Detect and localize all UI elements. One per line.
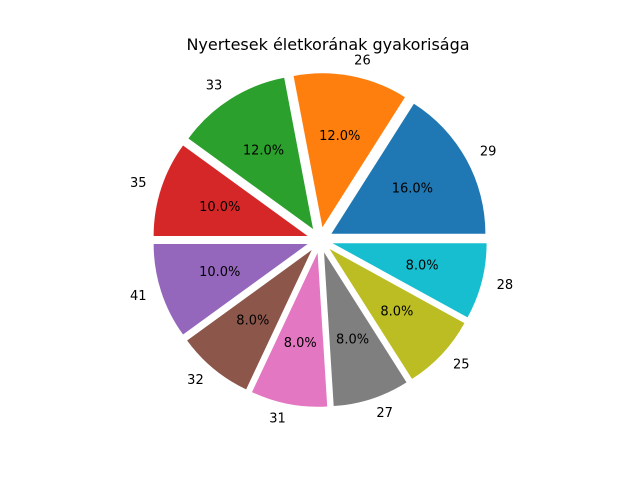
pie-slice-29 [331, 103, 486, 234]
pie-slice-33 [188, 77, 314, 230]
slice-category-label: 28 [497, 278, 514, 293]
slice-percent-label: 12.0% [319, 129, 360, 144]
slice-percent-label: 8.0% [380, 305, 413, 320]
slice-category-label: 33 [206, 78, 223, 93]
pie-slice-31 [251, 252, 328, 407]
pie-slices [153, 73, 487, 407]
slice-percent-label: 12.0% [243, 144, 284, 159]
slice-category-label: 31 [269, 412, 286, 427]
pie-slice-25 [329, 248, 465, 379]
slice-percent-label: 8.0% [406, 259, 439, 274]
slice-percent-label: 10.0% [199, 200, 240, 215]
slice-category-label: 29 [480, 145, 497, 160]
slice-category-label: 25 [453, 357, 470, 372]
pie-labels: 29 16.0% 26 12.0% 33 12.0% 35 10.0% 41 10.0% 32 8.0… [130, 53, 513, 426]
pie-slice-41 [153, 244, 308, 335]
slice-percent-label: 8.0% [336, 333, 369, 348]
slice-percent-label: 10.0% [199, 265, 240, 280]
slice-percent-label: 16.0% [392, 182, 433, 197]
slice-category-label: 35 [130, 176, 147, 191]
slice-category-label: 41 [130, 289, 147, 304]
pie-slice-35 [153, 145, 308, 236]
slice-percent-label: 8.0% [236, 314, 269, 329]
slice-percent-label: 8.0% [284, 336, 317, 351]
chart-title: Nyertesek életkorának gyakorisága [186, 35, 469, 54]
pie-slice-27 [324, 252, 407, 407]
slice-category-label: 26 [354, 53, 371, 68]
pie-slice-28 [332, 243, 487, 318]
slice-category-label: 32 [187, 373, 204, 388]
pie-slice-26 [293, 73, 405, 228]
pie-slice-32 [187, 250, 312, 390]
slice-category-label: 27 [376, 406, 393, 421]
